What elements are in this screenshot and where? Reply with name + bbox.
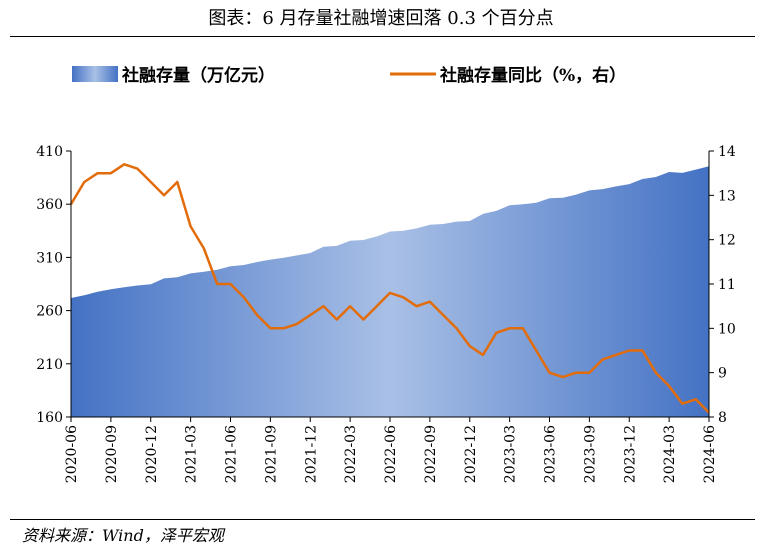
x-tick-label: 2022-03 (343, 425, 359, 483)
right-tick-label: 14 (718, 144, 736, 160)
x-tick-label: 2020-12 (144, 425, 160, 483)
x-tick-label: 2021-12 (303, 425, 319, 483)
yoy-line-series (69, 163, 710, 414)
x-tick-label: 2021-06 (224, 425, 240, 483)
right-tick-label: 12 (718, 233, 736, 249)
left-tick-label: 160 (36, 410, 63, 426)
legend-area-label: 社融存量（万亿元） (121, 65, 275, 86)
source-note: 资料来源：Wind，泽平宏观 (22, 526, 224, 545)
x-tick-label: 2022-06 (383, 425, 399, 483)
axes: 160 210 260 310 360 410 8 9 10 11 12 13 14 2020-06 202… (36, 144, 736, 483)
left-tick-label: 360 (36, 197, 63, 213)
right-tick-label: 10 (718, 321, 736, 337)
x-tick-label: 2022-12 (463, 425, 479, 483)
x-tick-label: 2021-09 (263, 425, 279, 483)
chart-canvas: 社融存量（万亿元） 社融存量同比（%，右） 160 210 260 310 360 410… (36, 65, 736, 483)
x-tick-label: 2024-06 (702, 425, 718, 483)
x-tick-label: 2020-06 (64, 425, 80, 483)
x-tick-label: 2023-12 (622, 425, 638, 483)
title-divider (10, 36, 755, 37)
left-tick-label: 210 (36, 357, 63, 373)
legend-area-swatch (72, 66, 118, 82)
plot-area (69, 163, 710, 417)
legend: 社融存量（万亿元） 社融存量同比（%，右） (72, 65, 626, 86)
x-tick-label: 2023-03 (503, 425, 519, 483)
chart-title: 图表：6 月存量社融增速回落 0.3 个百分点 (208, 8, 554, 29)
right-tick-label: 9 (718, 366, 727, 382)
x-tick-label: 2020-09 (104, 425, 120, 483)
source-divider (10, 519, 755, 520)
right-tick-label: 11 (718, 277, 736, 293)
left-tick-label: 260 (36, 304, 63, 320)
right-tick-label: 13 (718, 188, 736, 204)
x-tick-label: 2024-03 (662, 425, 678, 483)
x-tick-label: 2021-03 (184, 425, 200, 483)
stock-area-series (71, 166, 709, 417)
left-tick-label: 310 (36, 250, 63, 266)
x-tick-label: 2023-09 (582, 425, 598, 483)
right-tick-label: 8 (718, 410, 727, 426)
x-tick-label: 2022-09 (423, 425, 439, 483)
x-tick-label: 2023-06 (543, 425, 559, 483)
legend-line-label: 社融存量同比（%，右） (439, 65, 626, 86)
left-tick-label: 410 (36, 144, 63, 160)
